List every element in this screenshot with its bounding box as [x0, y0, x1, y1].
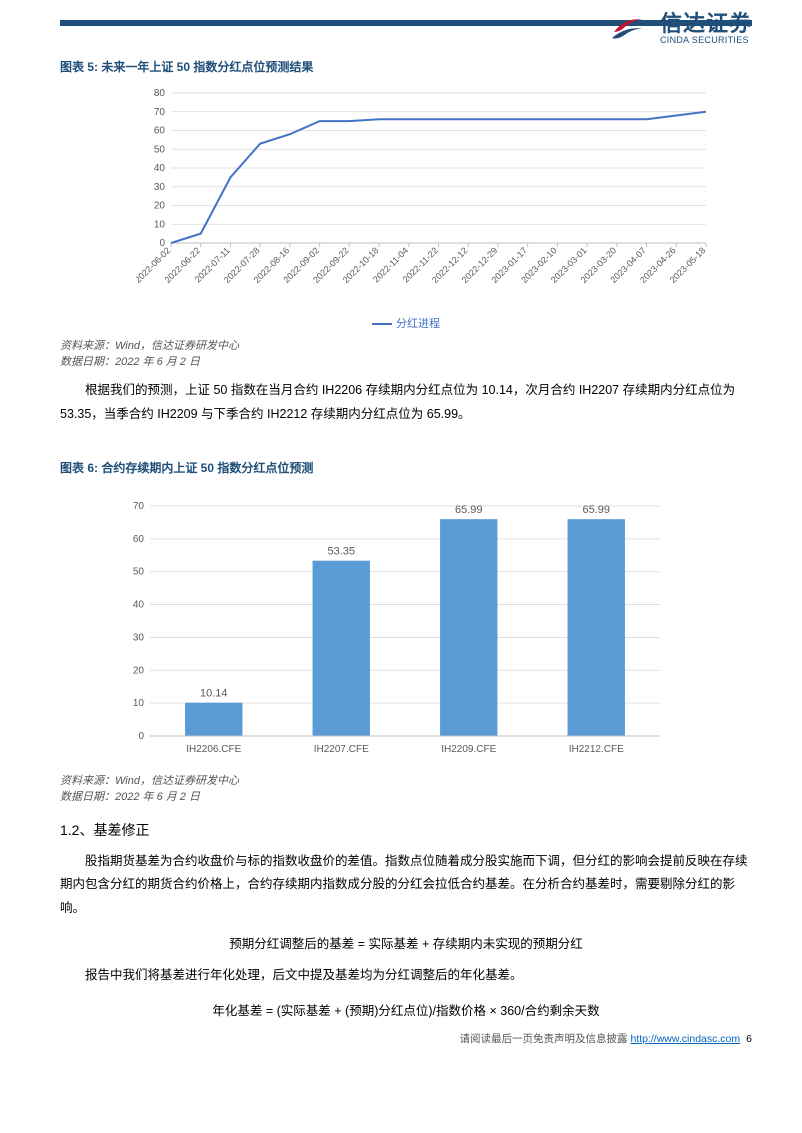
svg-text:IH2209.CFE: IH2209.CFE	[441, 744, 496, 755]
svg-text:50: 50	[133, 566, 145, 577]
cinda-swirl-icon	[606, 10, 654, 48]
fig5-legend: 分红进程	[106, 315, 706, 331]
fig5-title-text: 未来一年上证 50 指数分红点位预测结果	[101, 60, 313, 74]
svg-text:80: 80	[154, 88, 166, 99]
section-title: 基差修正	[93, 822, 149, 838]
footer-text: 请阅读最后一页免责声明及信息披露	[460, 1033, 631, 1045]
section-num: 1.2、	[60, 822, 93, 838]
fig6-chart: 0 10 20 30 40 50 60 70 10.14 IH2206.CFE 53.35 IH220…	[110, 486, 670, 766]
fig5-title-prefix: 图表 5:	[60, 60, 101, 74]
svg-text:40: 40	[133, 599, 145, 610]
formula-1: 预期分红调整后的基差 = 实际基差 + 存续期内未实现的预期分红	[60, 933, 752, 952]
svg-text:IH2207.CFE: IH2207.CFE	[314, 744, 369, 755]
formula-2: 年化基差 = (实际基差 + (预期)分红点位)/指数价格 × 360/合约剩余…	[60, 1000, 752, 1019]
fig5-chart: 010203040506070802022-06-022022-06-22202…	[106, 83, 706, 331]
paragraph-3: 报告中我们将基差进行年化处理，后文中提及基差均为分红调整后的年化基差。	[60, 964, 752, 988]
svg-text:70: 70	[133, 501, 145, 512]
svg-text:20: 20	[133, 665, 145, 676]
brand-logo: 信达证券 CINDA SECURITIES	[606, 10, 752, 48]
svg-text:30: 30	[133, 632, 145, 643]
fig5-title: 图表 5: 未来一年上证 50 指数分红点位预测结果	[60, 58, 752, 75]
fig6-source: 资料来源：Wind，信达证券研发中心	[60, 772, 752, 788]
brand-subtitle: CINDA SECURITIES	[660, 35, 752, 45]
fig6-title: 图表 6: 合约存续期内上证 50 指数分红点位预测	[60, 459, 752, 476]
svg-text:10: 10	[133, 698, 145, 709]
svg-text:IH2212.CFE: IH2212.CFE	[569, 744, 624, 755]
svg-text:10.14: 10.14	[200, 687, 228, 699]
fig5-source: 资料来源：Wind，信达证券研发中心	[60, 337, 752, 353]
fig6-title-prefix: 图表 6:	[60, 461, 101, 475]
fig5-date: 数据日期：2022 年 6 月 2 日	[60, 353, 752, 369]
footer-link[interactable]: http://www.cindasc.com	[630, 1033, 740, 1045]
svg-text:30: 30	[154, 182, 166, 193]
paragraph-2: 股指期货基差为合约收盘价与标的指数收盘价的差值。指数点位随着成分股实施而下调，但…	[60, 850, 752, 921]
section-heading: 1.2、基差修正	[60, 820, 752, 840]
svg-text:10: 10	[154, 219, 166, 230]
svg-text:60: 60	[154, 126, 166, 137]
fig6-date: 数据日期：2022 年 6 月 2 日	[60, 788, 752, 804]
svg-text:0: 0	[138, 731, 144, 742]
brand-name: 信达证券	[660, 13, 752, 35]
svg-text:65.99: 65.99	[582, 504, 610, 516]
svg-text:20: 20	[154, 201, 166, 212]
page-footer: 请阅读最后一页免责声明及信息披露 http://www.cindasc.com 6	[60, 1031, 752, 1046]
svg-text:60: 60	[133, 533, 145, 544]
page-number: 6	[746, 1033, 752, 1045]
fig6-title-text: 合约存续期内上证 50 指数分红点位预测	[101, 461, 313, 475]
svg-text:IH2206.CFE: IH2206.CFE	[186, 744, 241, 755]
svg-text:65.99: 65.99	[455, 504, 483, 516]
svg-text:40: 40	[154, 163, 166, 174]
svg-text:53.35: 53.35	[327, 545, 355, 557]
paragraph-1: 根据我们的预测，上证 50 指数在当月合约 IH2206 存续期内分红点位为 1…	[60, 379, 752, 427]
svg-text:70: 70	[154, 107, 166, 118]
svg-text:50: 50	[154, 144, 166, 155]
